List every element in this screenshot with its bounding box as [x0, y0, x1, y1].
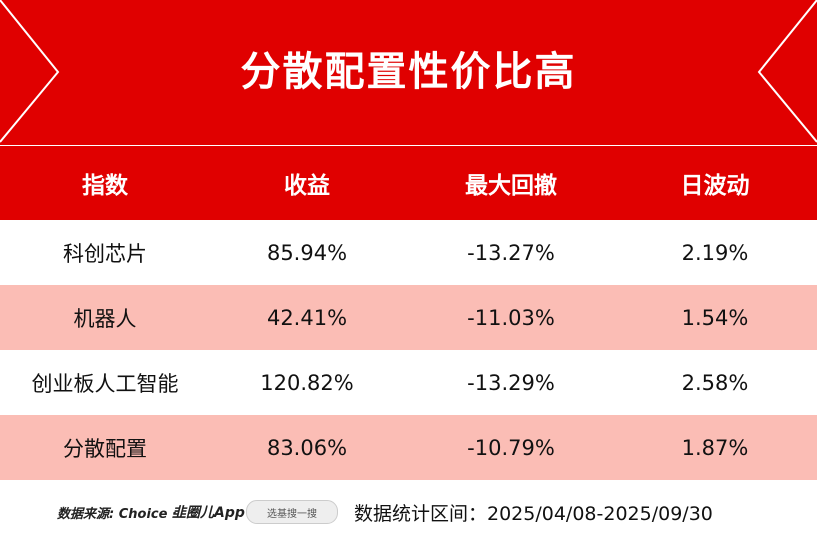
table-cell: 85.94%: [266, 240, 348, 265]
period: 数据统计区间：2025/04/08-2025/09/30: [354, 502, 713, 525]
banner: [0, 0, 817, 145]
search-pill[interactable]: 选基搜一搜: [246, 500, 338, 524]
table-cell: 分散配置: [63, 436, 147, 461]
column-header: 最大回撤: [465, 173, 557, 199]
source: 数据来源: Choice ·: [57, 506, 177, 522]
table-cell: -11.03%: [467, 305, 555, 330]
table-cell: 创业板人工智能: [31, 371, 179, 396]
app-logo: 韭圈儿App: [172, 505, 245, 521]
table-cell: 1.87%: [681, 435, 749, 460]
table-cell: 2.58%: [681, 370, 749, 395]
table-cell: 机器人: [73, 306, 137, 331]
table-row: 科创芯片 85.94% -13.27% 2.19%: [0, 220, 817, 285]
left-chevron: [0, 0, 60, 143]
table-cell: 83.06%: [266, 435, 348, 460]
table-cell: -13.27%: [467, 240, 555, 265]
table-cell: 42.41%: [266, 305, 348, 330]
table-cell: -13.29%: [467, 370, 555, 395]
table-cell: 2.19%: [681, 240, 749, 265]
table-row: 分散配置 83.06% -10.79% 1.87%: [0, 415, 817, 480]
table-cell: 1.54%: [681, 305, 749, 330]
right-chevron: [757, 0, 817, 143]
header-row: 指数 收益 最大回撤 日波动: [0, 146, 817, 220]
footer: 数据来源: Choice · 韭圈儿App 选基搜一搜 数据统计区间：2025/…: [0, 484, 817, 540]
table-cell: 科创芯片: [63, 241, 147, 266]
table-row: 机器人 42.41% -11.03% 1.54%: [0, 285, 817, 350]
decoration: [0, 0, 817, 143]
title: 分散配置性价比高: [240, 49, 577, 95]
column-header: 日波动: [680, 173, 750, 199]
column-header: 收益: [284, 173, 330, 199]
table-row: 创业板人工智能 120.82% -13.29% 2.58%: [0, 350, 817, 415]
column-header: 指数: [82, 173, 128, 199]
table-cell: -10.79%: [467, 435, 555, 460]
table-cell: 120.82%: [260, 370, 354, 395]
